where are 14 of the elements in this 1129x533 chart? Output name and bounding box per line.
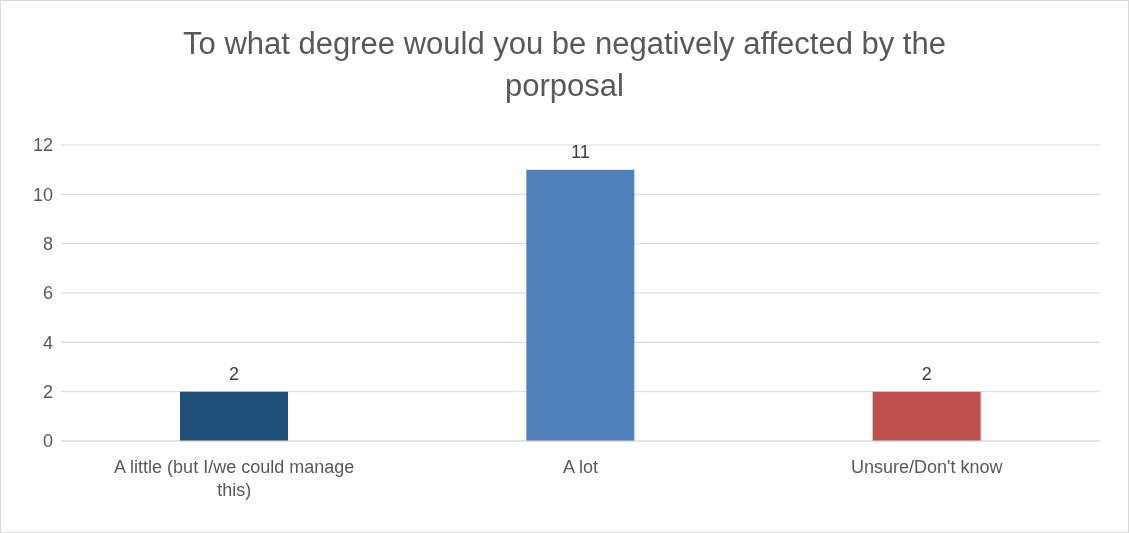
data-label: 11	[570, 141, 590, 162]
y-tick-label: 8	[42, 234, 53, 255]
chart-title: To what degree would you be negatively affected by the porposal	[182, 25, 947, 105]
y-tick-label: 10	[32, 184, 53, 205]
y-tick-label: 12	[32, 135, 53, 156]
y-tick-label: 6	[42, 283, 53, 304]
data-label: 2	[921, 363, 932, 384]
x-tick-label: A little (but I/we could manage this)	[114, 457, 355, 500]
y-tick-label: 2	[42, 382, 53, 403]
x-tick-label: A lot	[562, 457, 599, 478]
y-tick-label: 4	[42, 332, 53, 353]
y-tick-label: 0	[42, 431, 53, 452]
x-tick-label: Unsure/Don't know	[851, 457, 1004, 478]
data-label: 2	[228, 363, 240, 384]
